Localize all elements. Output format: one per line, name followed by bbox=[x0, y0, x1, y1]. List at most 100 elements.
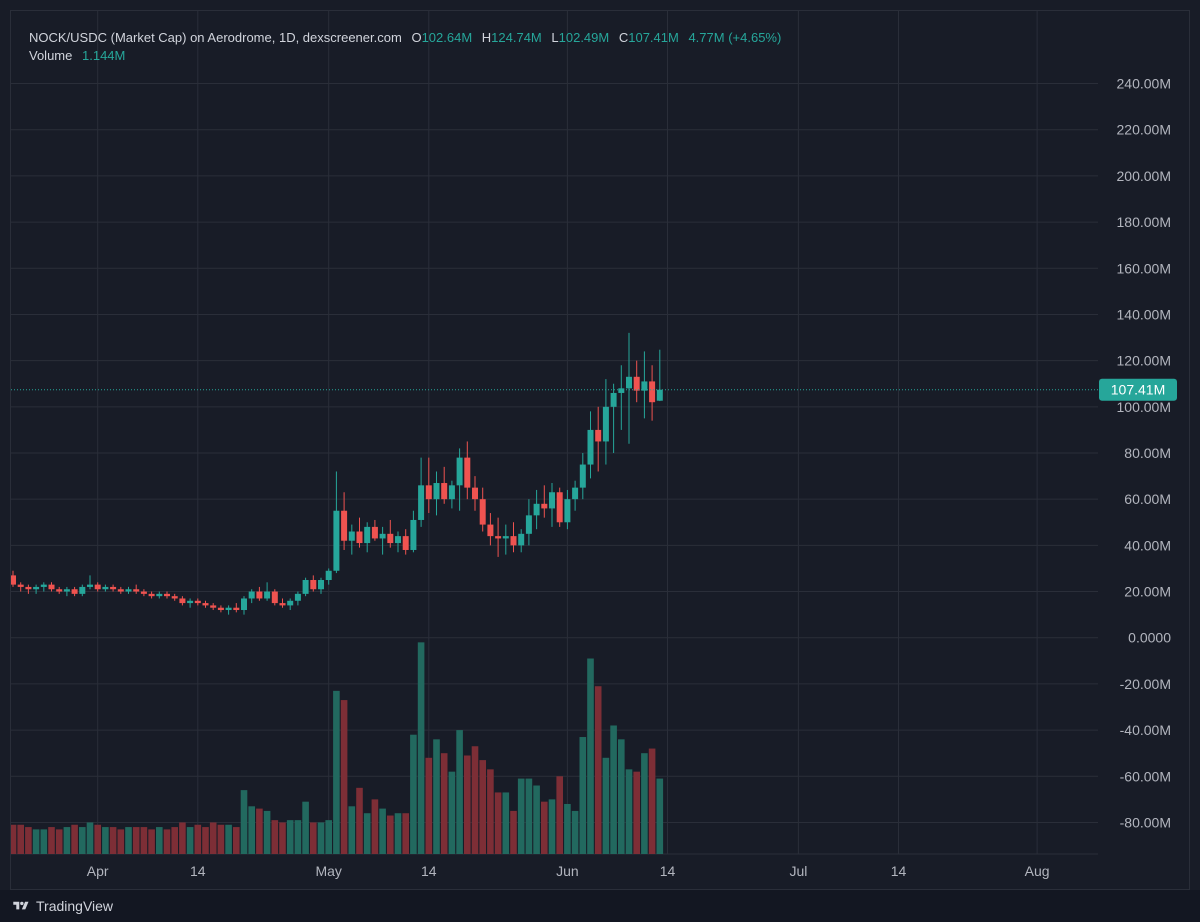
volume-bar bbox=[525, 778, 533, 854]
candle-body bbox=[433, 483, 440, 500]
volume-bar bbox=[633, 771, 640, 854]
candle-body bbox=[510, 536, 517, 546]
candle-body bbox=[217, 607, 224, 611]
volume-bar bbox=[371, 799, 379, 854]
candle-body bbox=[448, 485, 455, 500]
last-price-label: 107.41M bbox=[1111, 382, 1165, 398]
candle-body bbox=[387, 533, 394, 544]
volume-bar bbox=[140, 827, 148, 854]
volume-bar bbox=[55, 829, 63, 854]
candle-body bbox=[63, 589, 70, 592]
volume-bar bbox=[79, 827, 86, 854]
chart-pane[interactable]: 240.00M 220.00M 200.00M 180.00M 160.00M 140.0… bbox=[10, 10, 1190, 890]
volume-bar bbox=[186, 827, 194, 854]
volume-bar bbox=[171, 827, 178, 854]
volume-bar bbox=[594, 686, 602, 854]
candle-body bbox=[595, 429, 602, 442]
y-tick-label: 140.00M bbox=[1117, 306, 1171, 322]
volume-bar bbox=[417, 642, 425, 854]
volume-bar bbox=[32, 829, 40, 854]
candle-body bbox=[549, 492, 555, 509]
volume-bar bbox=[510, 810, 517, 854]
candle-body bbox=[441, 483, 448, 500]
candle-body bbox=[633, 376, 640, 391]
last-price-badge bbox=[1099, 378, 1177, 401]
volume-bar bbox=[471, 746, 479, 854]
candle-body bbox=[248, 591, 255, 599]
y-tick-label: 120.00M bbox=[1117, 353, 1171, 369]
chart-legend: NOCK/USDC (Market Cap) on Aerodrome, 1D,… bbox=[29, 29, 781, 65]
candle-body bbox=[533, 503, 540, 516]
volume-bar bbox=[317, 822, 325, 854]
volume-bar bbox=[233, 827, 240, 854]
volume-bar bbox=[610, 725, 617, 854]
y-tick-label: -20.00M bbox=[1120, 676, 1171, 692]
candle-body bbox=[225, 607, 232, 611]
volume-bar bbox=[271, 820, 279, 854]
volume-bar bbox=[340, 700, 348, 854]
x-tick-label: 14 bbox=[190, 863, 206, 879]
legend-ohlc-row: NOCK/USDC (Market Cap) on Aerodrome, 1D,… bbox=[29, 29, 781, 47]
volume-bar bbox=[17, 824, 24, 854]
candle-body bbox=[110, 586, 117, 590]
candle-body bbox=[410, 519, 417, 550]
legend-close-value: 107.41M bbox=[628, 30, 679, 45]
volume-bar bbox=[587, 658, 594, 854]
volume-bar bbox=[410, 734, 417, 854]
candle-body bbox=[525, 515, 532, 534]
candle-body bbox=[71, 589, 78, 594]
volume-bar bbox=[379, 808, 386, 854]
volume-bar bbox=[209, 822, 217, 854]
candle-body bbox=[418, 485, 425, 520]
volume-bar bbox=[363, 813, 371, 854]
candle-body bbox=[187, 600, 194, 604]
volume-bar bbox=[333, 690, 340, 854]
legend-volume-row: Volume 1.144M bbox=[29, 47, 781, 65]
volume-bar bbox=[325, 820, 332, 854]
candle-body bbox=[140, 591, 147, 594]
candle-body bbox=[202, 603, 209, 606]
volume-bar bbox=[286, 820, 294, 854]
candle-body bbox=[48, 584, 55, 590]
candle-body bbox=[256, 591, 263, 599]
tradingview-brand[interactable]: TradingView bbox=[12, 896, 113, 916]
candle-body bbox=[479, 499, 486, 525]
volume-bar bbox=[517, 778, 525, 854]
candle-body bbox=[25, 586, 32, 590]
candle-body bbox=[502, 536, 509, 539]
volume-bar bbox=[11, 824, 17, 854]
y-tick-label: 180.00M bbox=[1117, 214, 1171, 230]
candle-body bbox=[395, 536, 401, 544]
volume-bar bbox=[240, 790, 248, 854]
volume-bar bbox=[256, 808, 263, 854]
volume-bar bbox=[48, 827, 55, 854]
legend-low-value: 102.49M bbox=[558, 30, 610, 45]
volume-bar bbox=[132, 827, 140, 854]
candle-body bbox=[602, 406, 609, 442]
candle-body bbox=[641, 381, 648, 391]
y-tick-label: 240.00M bbox=[1117, 76, 1171, 92]
volume-bar bbox=[487, 769, 494, 854]
candle-body bbox=[117, 589, 124, 592]
candle-body bbox=[371, 526, 378, 539]
candle-body bbox=[241, 598, 247, 611]
candle-body bbox=[341, 510, 348, 541]
y-tick-label: 100.00M bbox=[1117, 399, 1171, 415]
price-chart-svg[interactable]: 240.00M220.00M200.00M180.00M160.00M140.0… bbox=[11, 11, 1190, 890]
candle-body bbox=[656, 389, 663, 401]
legend-high-label: H bbox=[481, 30, 492, 45]
legend-open-value: 102.64M bbox=[421, 30, 473, 45]
volume-bar bbox=[109, 827, 117, 854]
candle-body bbox=[325, 570, 332, 580]
volume-bar bbox=[25, 827, 32, 854]
volume-bar bbox=[464, 755, 471, 854]
volume-bar bbox=[179, 822, 186, 854]
volume-bar bbox=[448, 771, 456, 854]
candle-body bbox=[518, 533, 525, 546]
legend-open-label: O bbox=[411, 30, 422, 45]
candle-body bbox=[487, 524, 494, 537]
volume-bar bbox=[263, 810, 271, 854]
legend-volume-value: 1.144M bbox=[82, 48, 126, 63]
volume-bar bbox=[625, 769, 633, 854]
volume-bar bbox=[579, 737, 587, 854]
